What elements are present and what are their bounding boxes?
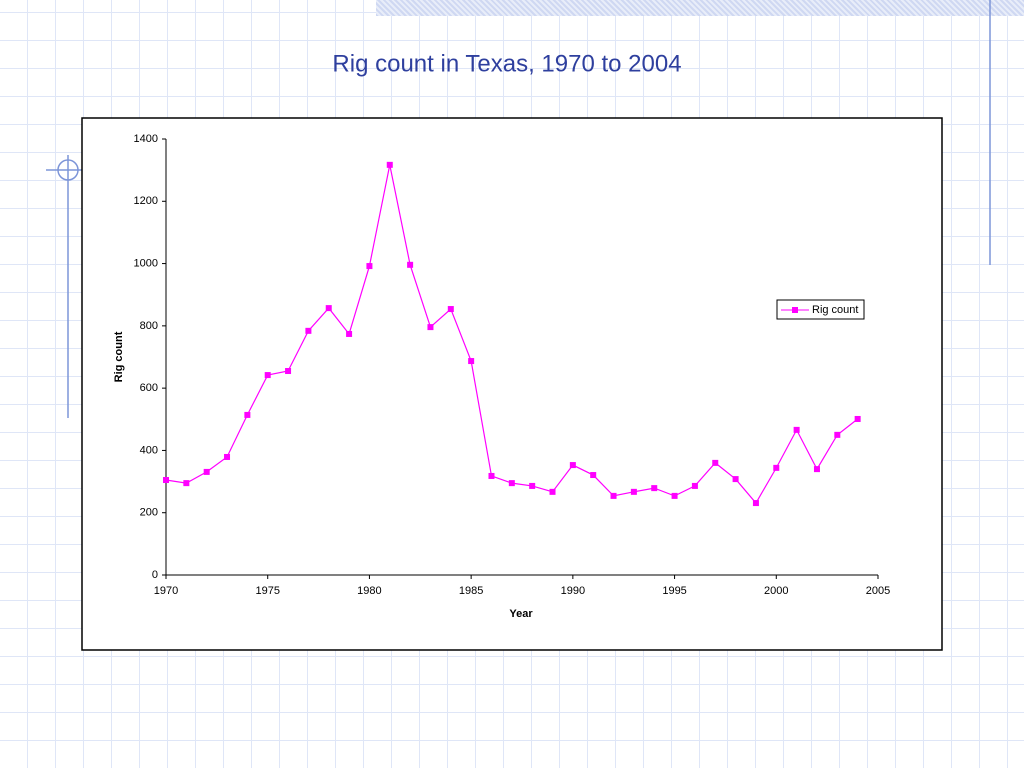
y-axis-title: Rig count xyxy=(113,331,125,382)
data-marker xyxy=(712,459,719,466)
y-tick-label: 600 xyxy=(140,382,158,394)
y-tick-label: 1000 xyxy=(134,257,158,269)
x-axis-title: Year xyxy=(509,608,533,620)
data-marker xyxy=(427,324,434,331)
data-marker xyxy=(325,305,332,312)
data-marker xyxy=(671,492,678,499)
data-marker xyxy=(508,480,515,487)
data-marker xyxy=(691,482,698,489)
data-marker xyxy=(732,476,739,483)
x-tick-label: 1990 xyxy=(561,585,585,597)
data-marker xyxy=(285,368,292,375)
y-tick-label: 200 xyxy=(140,507,158,519)
data-marker xyxy=(224,453,231,460)
data-marker xyxy=(366,263,373,270)
data-marker xyxy=(305,327,312,334)
data-marker xyxy=(773,464,780,471)
data-marker xyxy=(590,472,597,479)
chart-area xyxy=(81,117,943,651)
data-marker xyxy=(488,472,495,479)
legend-label: Rig count xyxy=(812,304,858,316)
data-marker xyxy=(793,426,800,433)
decoration-band xyxy=(376,0,1024,16)
data-marker xyxy=(651,485,658,492)
x-tick-label: 2000 xyxy=(764,585,788,597)
legend xyxy=(776,299,865,320)
data-marker xyxy=(386,161,393,168)
y-tick-label: 1200 xyxy=(134,195,158,207)
x-tick-label: 1985 xyxy=(459,585,483,597)
data-marker xyxy=(529,482,536,489)
data-marker xyxy=(610,492,617,499)
data-marker xyxy=(407,261,414,268)
data-marker xyxy=(183,480,190,487)
data-marker xyxy=(244,411,251,418)
y-tick-label: 0 xyxy=(152,569,158,581)
x-tick-label: 1980 xyxy=(357,585,381,597)
data-marker xyxy=(813,466,820,473)
x-tick-label: 1995 xyxy=(662,585,686,597)
data-marker xyxy=(203,468,210,475)
x-tick-label: 1975 xyxy=(255,585,279,597)
y-tick-label: 800 xyxy=(140,320,158,332)
data-marker xyxy=(447,306,454,313)
data-marker xyxy=(630,488,637,495)
data-marker xyxy=(834,431,841,438)
x-tick-label: 1970 xyxy=(154,585,178,597)
data-marker xyxy=(264,372,271,379)
data-marker xyxy=(346,330,353,337)
x-tick-label: 2005 xyxy=(866,585,890,597)
y-tick-label: 1400 xyxy=(134,133,158,145)
data-marker xyxy=(163,477,169,484)
decoration-circle xyxy=(57,159,79,181)
data-marker xyxy=(468,358,475,365)
chart-title: Rig count in Texas, 1970 to 2004 xyxy=(332,50,681,77)
data-marker xyxy=(569,462,576,469)
data-marker xyxy=(752,500,759,507)
y-tick-label: 400 xyxy=(140,444,158,456)
legend-marker xyxy=(792,307,798,313)
data-marker xyxy=(549,488,556,495)
data-marker xyxy=(854,415,861,422)
